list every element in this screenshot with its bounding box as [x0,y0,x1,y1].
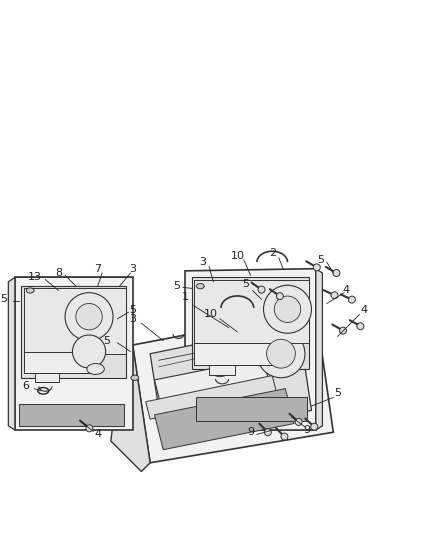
Polygon shape [155,389,294,450]
Ellipse shape [87,364,104,375]
Text: 3: 3 [129,314,136,324]
Text: 5: 5 [334,388,341,398]
Circle shape [264,285,311,333]
Text: 8: 8 [55,268,62,278]
Polygon shape [155,358,272,415]
Ellipse shape [131,375,139,381]
Circle shape [311,423,318,430]
Circle shape [339,327,346,334]
Text: 5: 5 [317,255,324,265]
Polygon shape [15,277,133,430]
Text: 5: 5 [0,294,7,304]
Polygon shape [150,323,311,437]
Text: 5: 5 [243,279,250,289]
Polygon shape [194,343,285,365]
Polygon shape [111,332,150,472]
Text: 3: 3 [199,257,206,267]
Polygon shape [35,374,59,382]
Ellipse shape [196,284,204,289]
Circle shape [258,286,265,293]
Text: 9: 9 [304,425,311,435]
Circle shape [72,335,106,368]
Text: 10: 10 [230,251,244,261]
Text: 5: 5 [129,305,136,315]
Circle shape [257,330,305,378]
Polygon shape [194,280,309,343]
Ellipse shape [211,366,229,377]
Circle shape [265,429,271,435]
Polygon shape [21,286,126,378]
Circle shape [276,293,283,300]
Text: 7: 7 [94,264,101,273]
Text: 3: 3 [129,264,136,273]
Circle shape [331,292,338,298]
Text: 1: 1 [181,292,188,302]
Text: 13: 13 [28,272,42,282]
Circle shape [333,270,340,277]
Polygon shape [24,352,98,374]
Polygon shape [8,277,15,430]
Ellipse shape [26,288,34,293]
Circle shape [349,296,355,303]
Circle shape [86,425,93,432]
Text: 5: 5 [103,336,110,346]
Circle shape [281,433,288,440]
Circle shape [65,293,113,341]
Polygon shape [146,376,277,419]
Text: 5: 5 [173,281,180,291]
Text: 4: 4 [360,305,367,315]
Polygon shape [19,404,124,426]
Circle shape [76,303,102,330]
Polygon shape [191,277,309,369]
Circle shape [267,340,295,368]
Text: 4: 4 [343,286,350,295]
Text: 4: 4 [94,430,101,439]
Polygon shape [209,365,235,375]
Polygon shape [196,398,307,422]
Polygon shape [316,269,322,430]
Text: 6: 6 [22,382,29,391]
Polygon shape [185,269,316,430]
Circle shape [357,323,364,330]
Text: 9: 9 [247,427,254,437]
Circle shape [295,418,302,425]
Polygon shape [24,288,126,354]
Circle shape [313,264,320,271]
Text: 10: 10 [204,310,218,319]
Polygon shape [133,310,333,463]
Text: 2: 2 [268,248,276,259]
Circle shape [274,296,301,322]
